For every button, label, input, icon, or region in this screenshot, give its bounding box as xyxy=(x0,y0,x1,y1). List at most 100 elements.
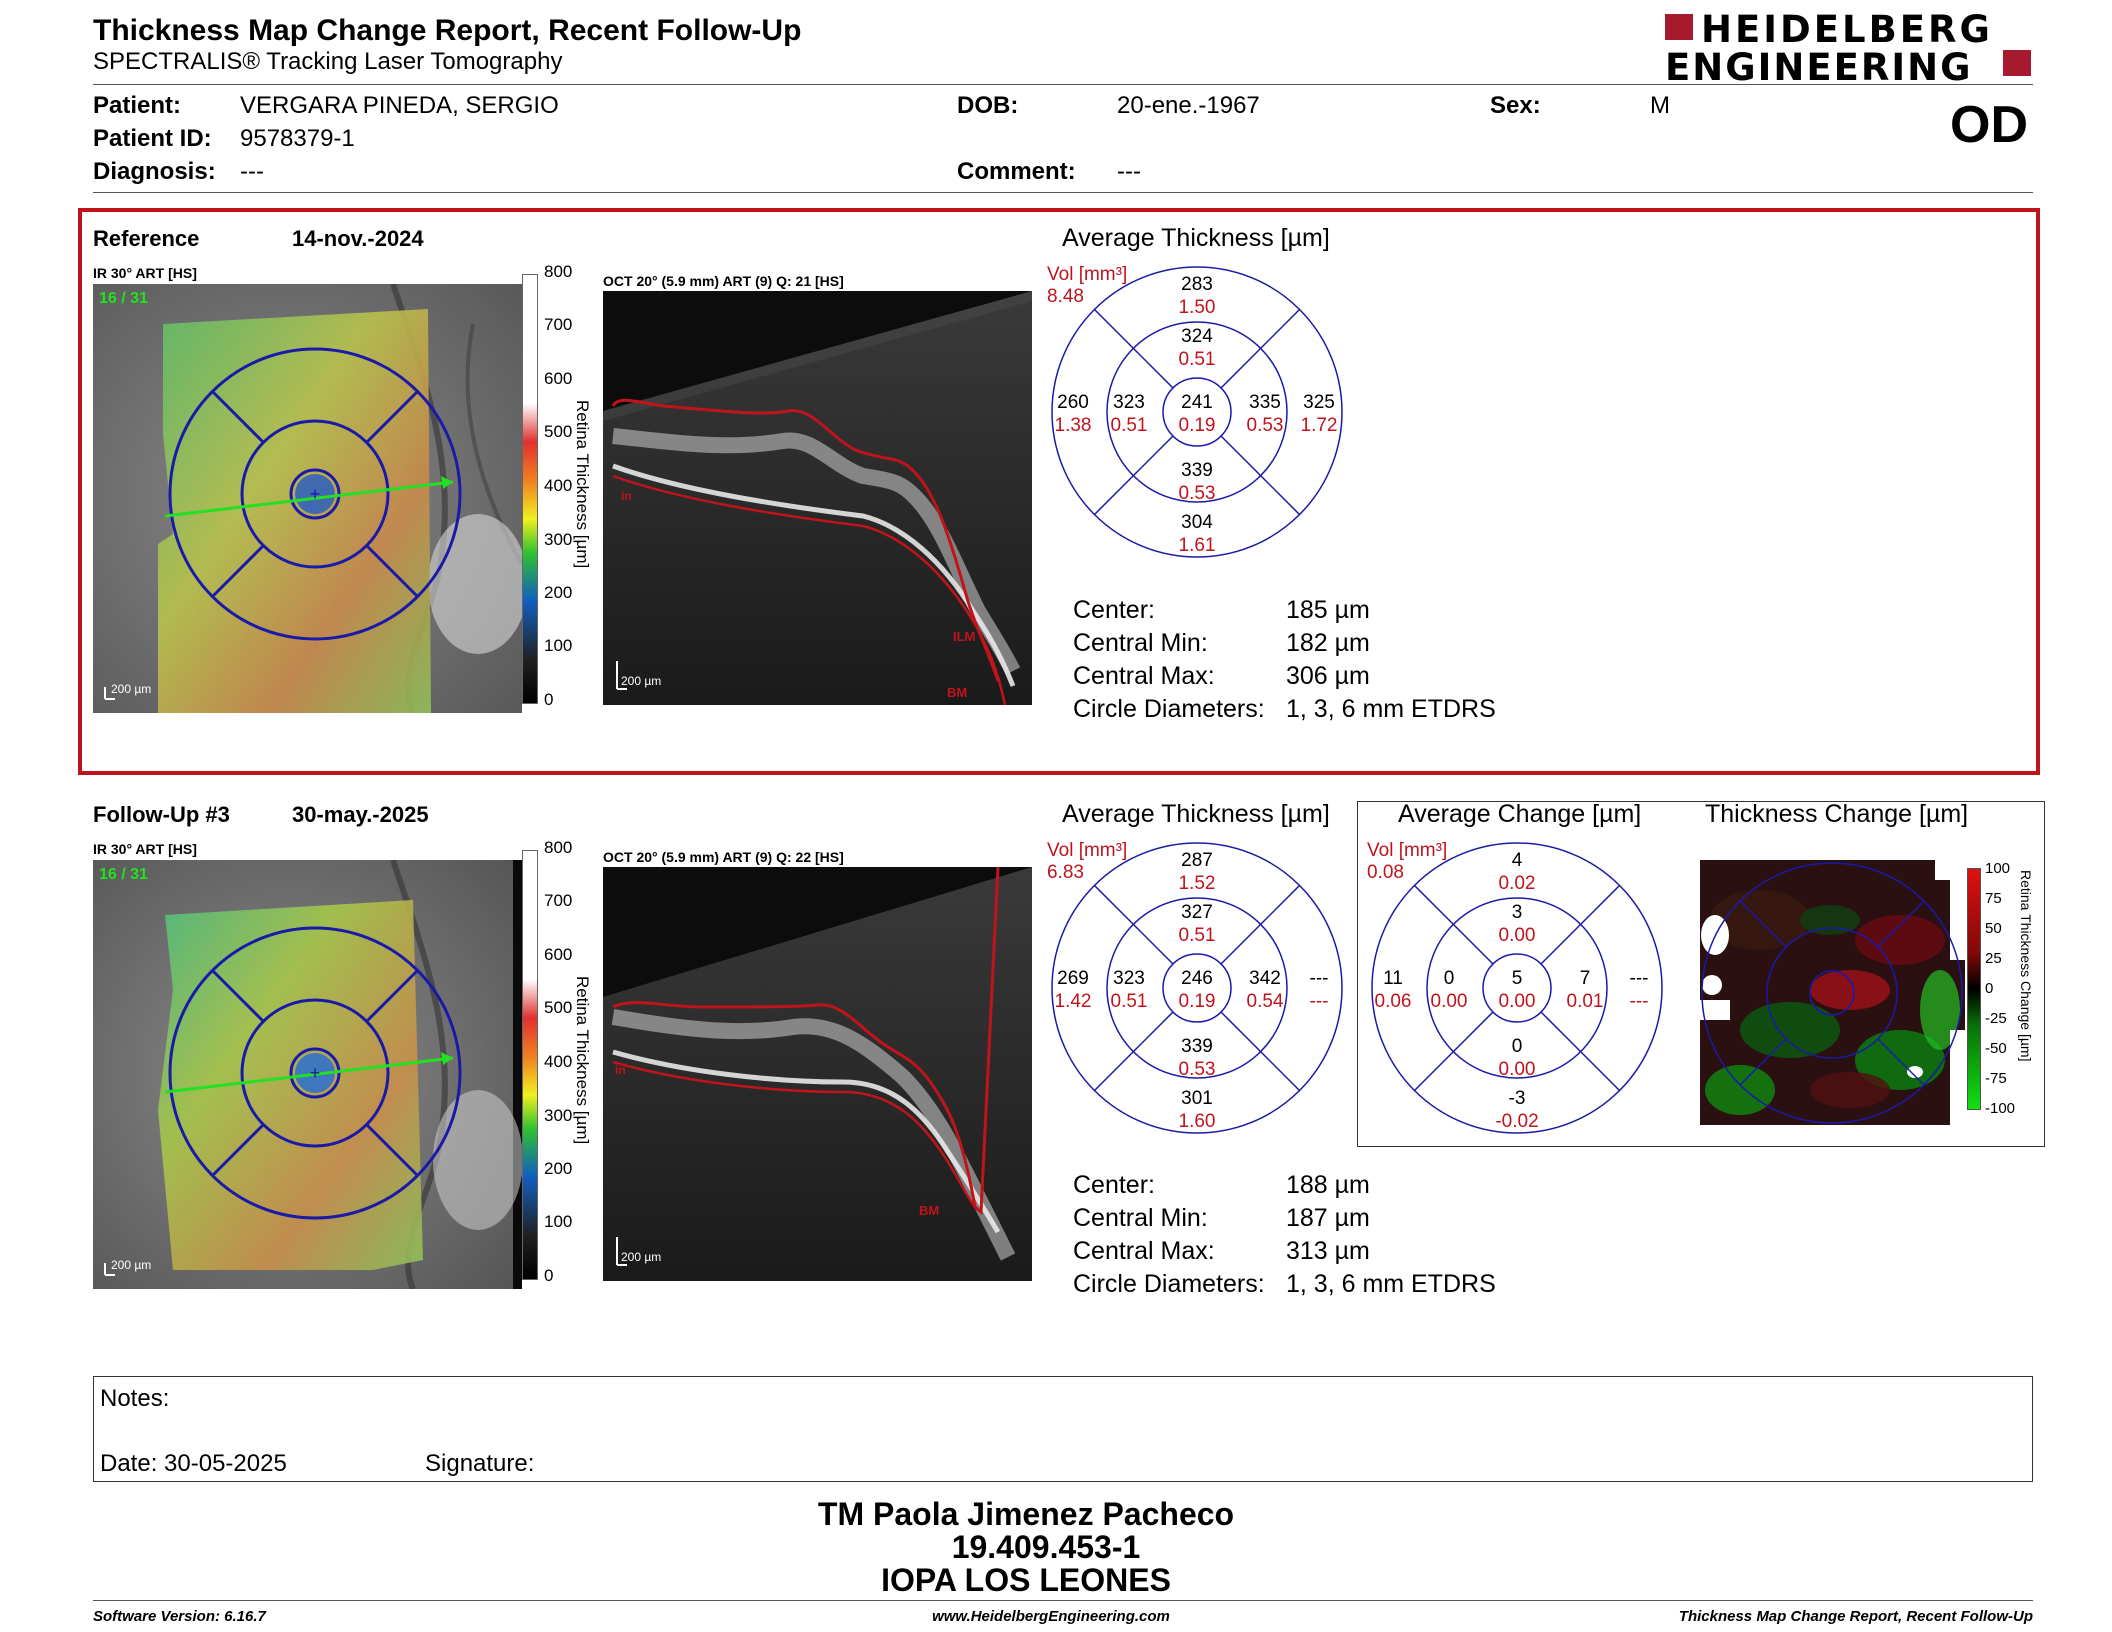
reference-date: 14-nov.-2024 xyxy=(292,226,424,251)
tick: 200 xyxy=(544,1159,573,1178)
temp-inner-vol: 0.51 xyxy=(1110,991,1148,1012)
notes-box xyxy=(93,1376,2033,1482)
sup-outer-value: 283 xyxy=(1181,274,1213,295)
sup-outer-value: 287 xyxy=(1181,850,1213,871)
followup-etdrs-grid xyxy=(1051,842,1343,1134)
nasal-inner-value: 335 xyxy=(1249,392,1281,413)
tick: 25 xyxy=(1985,950,2002,967)
change-etdrs-values: Vol [mm³] 0.08 4 0.02 3 0.00 11 0.06 0 0… xyxy=(1367,838,1667,1138)
followup-oct-caption: OCT 20° (5.9 mm) ART (9) Q: 22 [HS] xyxy=(603,849,844,865)
reference-ir-image: + 16 / 31 200 µm xyxy=(93,284,522,713)
temp-inner-value: 0 xyxy=(1443,968,1455,989)
followup-max-value: 313 µm xyxy=(1286,1237,1370,1265)
center-vol: 0.19 xyxy=(1178,415,1216,436)
tick: 500 xyxy=(544,422,573,441)
reference-min-value: 182 µm xyxy=(1286,629,1370,657)
comment-value: --- xyxy=(1117,158,1141,185)
signature-label: Signature: xyxy=(425,1450,535,1477)
change-vol-total: 0.08 xyxy=(1367,862,1404,883)
temp-outer-vol: 1.38 xyxy=(1054,415,1092,436)
patient-id-label: Patient ID: xyxy=(93,125,212,152)
followup-oct-scalebar: 200 µm xyxy=(621,1250,662,1264)
sup-inner-vol: 0.00 xyxy=(1498,925,1536,946)
sup-outer-vol: 1.52 xyxy=(1178,873,1216,894)
sup-inner-value: 3 xyxy=(1511,902,1523,923)
reference-ir-scalebar: 200 µm xyxy=(111,682,152,696)
reference-label: Reference xyxy=(93,226,200,251)
footer-website[interactable]: www.HeidelbergEngineering.com xyxy=(932,1608,1170,1625)
sup-outer-vol: 0.02 xyxy=(1498,873,1536,894)
reference-oct-ilm: ILM xyxy=(953,629,976,644)
tick: -100 xyxy=(1985,1100,2016,1117)
nasal-outer-vol: 1.72 xyxy=(1300,415,1338,436)
tick: 200 xyxy=(544,583,573,602)
sex-value: M xyxy=(1650,92,1670,119)
followup-oct-in: in xyxy=(615,1063,626,1077)
change-vol-label: Vol [mm³] xyxy=(1367,840,1448,861)
footer-software: Software Version: 6.16.7 xyxy=(93,1608,266,1625)
change-title: Average Change [µm] xyxy=(1398,800,1642,828)
followup-vol-total: 6.83 xyxy=(1047,862,1084,883)
followup-ir-image: + 16 / 31 200 µm xyxy=(93,860,522,1289)
logo-square-top xyxy=(1665,14,1693,40)
reference-oct-scalebar: 200 µm xyxy=(621,674,662,688)
followup-vol-label: Vol [mm³] xyxy=(1047,840,1128,861)
reference-frame xyxy=(78,208,2040,775)
center-vol: 0.00 xyxy=(1498,991,1536,1012)
followup-center-value: 188 µm xyxy=(1286,1171,1370,1199)
heidelberg-logo: HEIDELBERG ENGINEERING xyxy=(1665,8,2035,89)
followup-oct-scan xyxy=(603,867,1032,1281)
tick: 75 xyxy=(1985,890,2002,907)
nasal-inner-value: 7 xyxy=(1579,968,1591,989)
reference-scale-title: Retina Thickness [µm] xyxy=(573,400,592,569)
logo-word-1: HEIDELBERG xyxy=(1701,8,1993,51)
reference-etdrs-grid xyxy=(1051,266,1343,558)
nasal-inner-vol: 0.54 xyxy=(1246,991,1284,1012)
reference-avg-title: Average Thickness [µm] xyxy=(1062,224,1330,252)
tick: -50 xyxy=(1985,1040,2007,1057)
followup-etdrs-values: Vol [mm³] 6.83 287 1.52 327 0.51 269 1.4… xyxy=(1047,838,1347,1138)
sup-inner-vol: 0.51 xyxy=(1178,925,1216,946)
nasal-outer-vol: --- xyxy=(1629,991,1649,1012)
tick: 600 xyxy=(544,369,573,388)
followup-label: Follow-Up #3 xyxy=(93,802,230,827)
footer-divider xyxy=(93,1600,2033,1601)
tick: 0 xyxy=(544,690,554,709)
svg-text:+: + xyxy=(310,1063,321,1083)
tick: 100 xyxy=(544,636,573,655)
tick: 300 xyxy=(544,1106,573,1125)
inf-outer-value: 304 xyxy=(1181,512,1213,533)
patient-label: Patient: xyxy=(93,92,182,119)
reference-ir-thickness-map: + xyxy=(93,284,522,713)
inf-inner-vol: 0.53 xyxy=(1178,483,1216,504)
followup-center-label: Center: xyxy=(1073,1171,1155,1199)
center-value: 246 xyxy=(1181,968,1213,989)
logo-word-2: ENGINEERING xyxy=(1665,46,1973,89)
change-color-scale xyxy=(1967,868,1981,1110)
followup-ir-thickness-map: + xyxy=(93,860,522,1289)
reference-circ-label: Circle Diameters: xyxy=(1073,695,1265,723)
followup-scale-title: Retina Thickness [µm] xyxy=(573,976,592,1145)
temp-inner-vol: 0.51 xyxy=(1110,415,1148,436)
tick: -75 xyxy=(1985,1070,2007,1087)
temp-inner-value: 323 xyxy=(1113,392,1145,413)
change-box xyxy=(1357,801,2045,1147)
thickness-change-image xyxy=(1700,860,1965,1125)
center-vol: 0.19 xyxy=(1178,991,1216,1012)
notes-label: Notes: xyxy=(100,1385,170,1412)
signature-id: 19.409.453-1 xyxy=(951,1529,1141,1565)
followup-circ-label: Circle Diameters: xyxy=(1073,1270,1265,1298)
svg-text:+: + xyxy=(310,484,321,504)
notes-date: Date: 30-05-2025 xyxy=(100,1450,287,1477)
reference-ir-caption: IR 30° ART [HS] xyxy=(93,265,197,281)
inf-inner-value: 339 xyxy=(1181,1036,1213,1057)
sup-inner-value: 324 xyxy=(1181,326,1213,347)
reference-circ-value: 1, 3, 6 mm ETDRS xyxy=(1286,695,1496,723)
sup-inner-vol: 0.51 xyxy=(1178,349,1216,370)
followup-min-value: 187 µm xyxy=(1286,1204,1370,1232)
followup-oct-bm: BM xyxy=(919,1203,940,1218)
nasal-inner-value: 342 xyxy=(1249,968,1281,989)
reference-oct-in: in xyxy=(621,489,632,503)
temp-outer-value: 269 xyxy=(1057,968,1089,989)
report-subtitle: SPECTRALIS® Tracking Laser Tomography xyxy=(93,48,563,75)
